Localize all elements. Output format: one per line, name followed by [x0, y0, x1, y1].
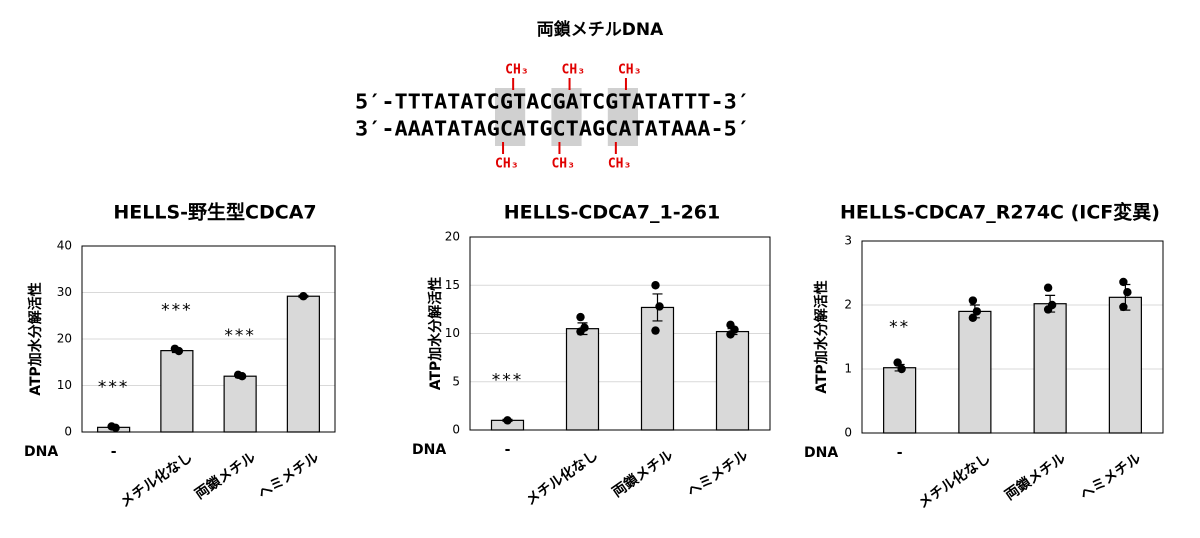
plot-frame: [81, 245, 336, 433]
x-tick-label: ヘミメチル: [1077, 450, 1144, 503]
y-axis-label: ATP加水分解活性: [813, 280, 830, 394]
chart-title: HELLS-野生型CDCA7: [113, 201, 316, 224]
y-tick-label: 0: [844, 426, 852, 440]
chart-title: HELLS-CDCA7_R274C (ICF変異): [840, 201, 1160, 224]
y-tick-label: 5: [452, 374, 460, 388]
x-tick-label: -: [111, 444, 117, 460]
data-point: [174, 346, 184, 356]
y-axis-label: ATP加水分解活性: [27, 282, 44, 396]
y-tick-label: 10: [445, 326, 460, 340]
plot-frame: [469, 236, 771, 431]
data-point: [968, 313, 978, 322]
significance-label: ***: [492, 370, 524, 390]
significance-label: ***: [224, 326, 256, 346]
y-tick-label: 30: [57, 285, 72, 299]
methyl-label: CH₃: [608, 157, 631, 172]
x-tick-label: -: [897, 445, 903, 461]
diagram-title: 両鎖メチルDNA: [537, 19, 664, 40]
methyl-label: CH₃: [495, 157, 518, 172]
x-axis-label: DNA: [804, 445, 838, 461]
dna-strand: 3′-AAATATAGCATGCTAGCATATAAA-5′: [355, 117, 750, 141]
bar: [286, 295, 320, 433]
x-tick-label: メチル化なし: [117, 449, 196, 511]
methyl-label: CH₃: [505, 63, 528, 78]
y-tick-label: 20: [57, 332, 72, 346]
significance-label: **: [889, 318, 910, 338]
bar: [565, 328, 600, 431]
y-tick-label: 3: [844, 234, 852, 248]
data-point: [237, 372, 247, 381]
methyl-label: CH₃: [618, 63, 641, 78]
y-tick-label: 10: [57, 378, 72, 392]
data-point: [655, 302, 664, 311]
data-point: [1043, 305, 1053, 314]
bar: [1108, 296, 1142, 434]
y-tick-label: 0: [452, 423, 460, 437]
bar: [883, 367, 917, 434]
data-point: [576, 312, 585, 322]
bar: [640, 306, 675, 431]
methyl-label: CH₃: [562, 63, 585, 78]
y-tick-label: 0: [64, 425, 72, 439]
x-tick-label: ヘミメチル: [685, 447, 752, 500]
y-tick-label: 15: [445, 278, 460, 292]
y-tick-label: 20: [445, 230, 460, 244]
bar: [223, 375, 257, 433]
x-tick-label: 両鎖メチル: [609, 447, 676, 501]
methyl-label: CH₃: [551, 157, 574, 172]
x-tick-label: -: [505, 442, 511, 458]
cpg-highlight: [551, 88, 582, 146]
x-tick-label: ヘミメチル: [255, 449, 322, 502]
bar: [958, 310, 992, 434]
y-tick-label: 1: [844, 362, 852, 376]
x-axis-label: DNA: [24, 444, 58, 460]
significance-label: ***: [161, 301, 193, 321]
data-point: [968, 296, 978, 305]
data-point: [1123, 288, 1132, 297]
cpg-highlight: [495, 88, 526, 146]
bar: [1033, 303, 1067, 434]
data-point: [897, 364, 906, 374]
data-point: [972, 307, 982, 316]
data-point: [651, 281, 660, 290]
data-point: [651, 326, 660, 335]
dna-strand: 5′-TTTATATCGTACGATCGTATATTT-3′: [355, 90, 750, 114]
x-tick-label: 両鎖メチル: [192, 449, 259, 503]
chart-title: HELLS-CDCA7_1-261: [504, 202, 721, 224]
y-tick-label: 40: [57, 239, 72, 253]
data-point: [503, 416, 512, 425]
x-tick-label: 両鎖メチル: [1002, 450, 1069, 504]
bar: [160, 350, 194, 433]
data-point: [1043, 283, 1053, 292]
y-tick-label: 2: [844, 298, 852, 312]
cpg-highlight: [607, 88, 638, 146]
data-point: [893, 358, 902, 367]
data-point: [726, 330, 735, 339]
data-point: [1119, 302, 1128, 312]
x-tick-label: メチル化なし: [915, 450, 994, 512]
significance-label: ***: [98, 377, 130, 397]
x-axis-label: DNA: [412, 442, 446, 458]
plot-frame: [861, 240, 1164, 434]
data-point: [299, 292, 308, 301]
data-point: [576, 327, 585, 336]
data-point: [111, 423, 120, 433]
bar: [715, 330, 750, 431]
data-point: [1119, 277, 1128, 287]
x-tick-label: メチル化なし: [523, 447, 602, 509]
y-axis-label: ATP加水分解活性: [427, 277, 444, 391]
